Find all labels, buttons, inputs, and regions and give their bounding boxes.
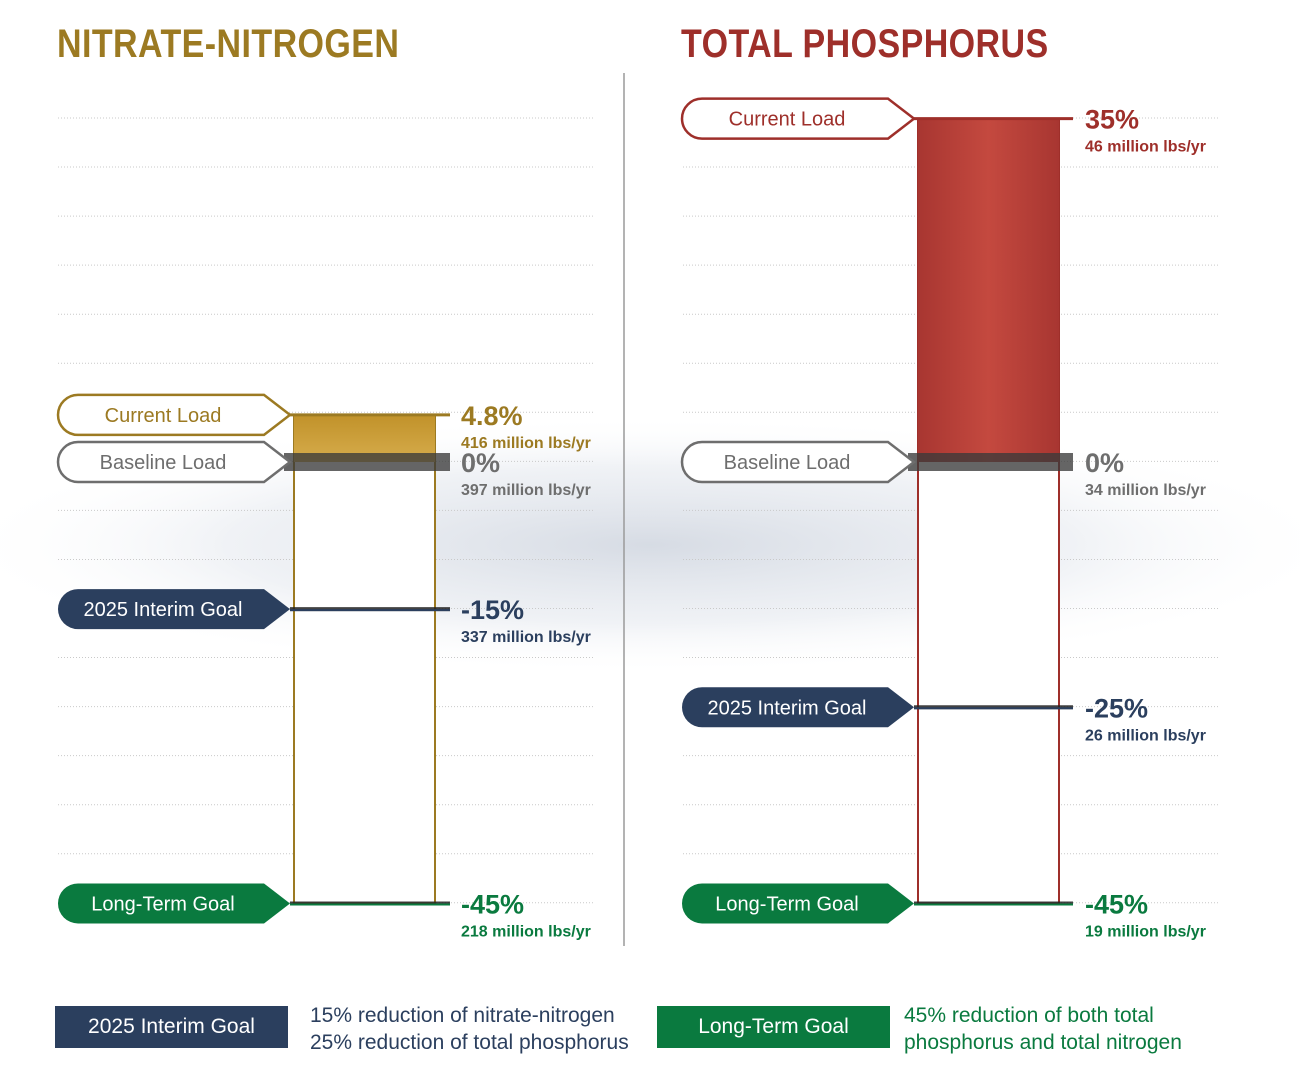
legend-longterm-label: Long-Term Goal	[698, 1015, 849, 1038]
legend-interim-swatch: 2025 Interim Goal	[55, 1006, 288, 1048]
legend-longterm-description: 45% reduction of both total phosphorus a…	[904, 1002, 1182, 1056]
interim-amount-label: 337 million lbs/yr	[461, 629, 591, 646]
chart-title-nitrogen: NITRATE-NITROGEN	[57, 22, 400, 66]
current-amount-label: 416 million lbs/yr	[461, 435, 591, 452]
legend-interim-label: 2025 Interim Goal	[88, 1015, 255, 1038]
longterm-percent-label: -45%	[461, 889, 524, 919]
current-tag	[56, 393, 293, 437]
baseline-percent-label: 0%	[1085, 448, 1124, 478]
legend-interim-line2: 25% reduction of total phosphorus	[310, 1031, 629, 1054]
longterm-tag-label: Long-Term Goal	[91, 893, 234, 915]
current-tag-label: Current Load	[105, 405, 222, 427]
current-load-bar	[918, 118, 1059, 463]
current-amount-label: 46 million lbs/yr	[1085, 139, 1206, 156]
column-outline	[293, 413, 436, 905]
chart-title-phosphorus: TOTAL PHOSPHORUS	[681, 22, 1049, 66]
interim-tag	[682, 687, 914, 728]
longterm-tag	[682, 883, 914, 924]
baseline-tag	[56, 440, 293, 484]
interim-percent-label: -15%	[461, 595, 524, 625]
current-tag	[680, 97, 917, 140]
baseline-tag-label: Baseline Load	[100, 452, 227, 474]
legend-interim-description: 15% reduction of nitrate-nitrogen 25% re…	[310, 1002, 629, 1056]
longterm-percent-label: -45%	[1085, 889, 1148, 919]
baseline-band	[908, 453, 1073, 471]
baseline-tag-label: Baseline Load	[724, 452, 851, 474]
legend-longterm-line2: phosphorus and total nitrogen	[904, 1031, 1182, 1054]
interim-percent-label: -25%	[1085, 693, 1148, 723]
legend-interim-line1: 15% reduction of nitrate-nitrogen	[310, 1004, 615, 1027]
baseline-tag	[680, 440, 917, 484]
interim-tag	[58, 589, 290, 630]
longterm-tag	[58, 883, 290, 924]
longterm-tag-label: Long-Term Goal	[715, 893, 858, 915]
current-tag-label: Current Load	[729, 109, 846, 131]
baseline-band	[284, 453, 450, 471]
interim-tag-label: 2025 Interim Goal	[708, 697, 867, 719]
legend-longterm-swatch: Long-Term Goal	[657, 1006, 890, 1048]
current-percent-label: 35%	[1085, 105, 1139, 135]
longterm-amount-label: 218 million lbs/yr	[461, 923, 591, 940]
interim-tag-label: 2025 Interim Goal	[84, 599, 243, 621]
current-percent-label: 4.8%	[461, 401, 523, 431]
interim-amount-label: 26 million lbs/yr	[1085, 727, 1206, 744]
legend-longterm-line1: 45% reduction of both total	[904, 1004, 1154, 1027]
baseline-amount-label: 397 million lbs/yr	[461, 482, 591, 499]
baseline-percent-label: 0%	[461, 448, 500, 478]
baseline-amount-label: 34 million lbs/yr	[1085, 482, 1206, 499]
longterm-amount-label: 19 million lbs/yr	[1085, 923, 1206, 940]
